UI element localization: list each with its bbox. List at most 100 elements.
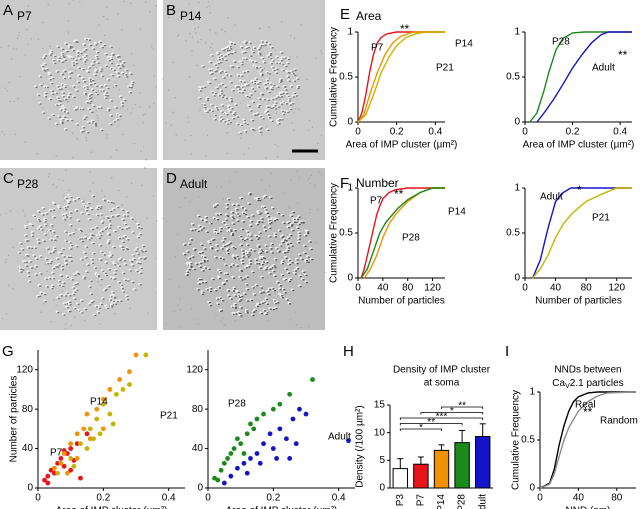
particle-shadow [62, 92, 66, 95]
texture [178, 298, 181, 301]
particle-shadow [35, 86, 38, 89]
particle-shadow [229, 75, 233, 77]
scatter-point [78, 441, 83, 447]
particle-shadow [296, 218, 300, 221]
chart-title: at soma [424, 378, 460, 389]
particle-shadow [61, 268, 65, 271]
particle-shadow [122, 237, 125, 239]
y-tick-label: 0 [529, 483, 535, 494]
particle-shadow [190, 265, 193, 268]
particle-shadow [49, 252, 52, 255]
particle-shadow [234, 295, 238, 297]
particle-shadow [221, 83, 225, 86]
particle-shadow [122, 249, 125, 251]
particle-shadow [230, 97, 233, 100]
texture [188, 76, 191, 78]
particle-shadow [66, 276, 70, 279]
texture [251, 309, 253, 311]
texture [193, 17, 195, 19]
particle-shadow [197, 230, 201, 233]
particle-shadow [294, 92, 297, 95]
particle-shadow [268, 219, 272, 222]
particle-shadow [37, 295, 40, 298]
particle-shadow [101, 75, 105, 78]
particle-shadow [84, 276, 87, 279]
particle-shadow [218, 277, 222, 280]
texture [142, 122, 144, 124]
particle-shadow [219, 120, 223, 122]
particle-shadow [140, 267, 143, 270]
particle-shadow [105, 65, 109, 68]
particle-shadow [231, 216, 234, 218]
cumulative-line [536, 31, 632, 123]
particle-shadow [280, 52, 284, 54]
particle-shadow [293, 221, 297, 224]
particle-shadow [100, 214, 104, 216]
particle-shadow [234, 61, 237, 63]
texture [47, 237, 49, 239]
chart-title: Density of IMP cluster [393, 365, 491, 376]
particle-shadow [108, 241, 111, 244]
particle-shadow [85, 59, 88, 61]
scatter-point [241, 460, 247, 466]
texture [198, 196, 200, 198]
particle-shadow [242, 221, 246, 223]
texture [4, 87, 6, 89]
particle-shadow [205, 220, 208, 223]
particle-shadow [227, 123, 230, 125]
particle-shadow [92, 300, 95, 303]
particle-shadow [90, 93, 93, 96]
particle-shadow [254, 114, 257, 116]
particle-shadow [94, 267, 98, 270]
particle-shadow [233, 223, 236, 225]
particle-shadow [232, 290, 236, 292]
texture [68, 189, 71, 191]
y-tick-label: 0.5 [339, 72, 353, 83]
bar [474, 436, 491, 489]
texture [18, 31, 20, 34]
particle-shadow [289, 242, 293, 245]
texture [188, 3, 190, 5]
particle-shadow [277, 301, 280, 304]
particle-shadow [99, 245, 103, 247]
particle-shadow [296, 262, 299, 265]
texture [225, 132, 228, 134]
chart-heading: Area [356, 9, 382, 23]
particle-shadow [257, 113, 260, 115]
texture [42, 107, 44, 109]
texture [145, 159, 147, 161]
particle-shadow [132, 81, 135, 84]
particle-shadow [286, 92, 289, 95]
texture [73, 316, 76, 318]
particle-shadow [265, 268, 268, 271]
particle-shadow [241, 75, 244, 77]
particle-shadow [76, 289, 79, 292]
texture [183, 257, 186, 259]
particle-shadow [229, 121, 233, 124]
texture [172, 111, 174, 113]
particle-shadow [231, 233, 235, 235]
particle-shadow [201, 87, 204, 90]
particle-shadow [258, 245, 261, 248]
particle-shadow [246, 310, 249, 312]
texture [289, 35, 292, 37]
particle-shadow [263, 206, 267, 209]
particle-shadow [275, 302, 278, 305]
particle-shadow [96, 55, 99, 58]
particle-shadow [65, 240, 69, 242]
texture [242, 86, 245, 88]
particle-shadow [52, 277, 56, 280]
x-tick-label: 0 [205, 493, 211, 504]
texture [300, 24, 302, 26]
particle-shadow [46, 68, 49, 71]
particle-shadow [266, 72, 270, 74]
texture [6, 90, 9, 92]
particle-shadow [105, 262, 109, 264]
particle-shadow [197, 289, 200, 291]
particle-shadow [105, 92, 109, 94]
particle-shadow [124, 215, 127, 217]
particle-shadow [52, 77, 55, 80]
particle-shadow [100, 70, 103, 72]
particle-shadow [43, 69, 46, 71]
scatter-point [100, 426, 106, 432]
